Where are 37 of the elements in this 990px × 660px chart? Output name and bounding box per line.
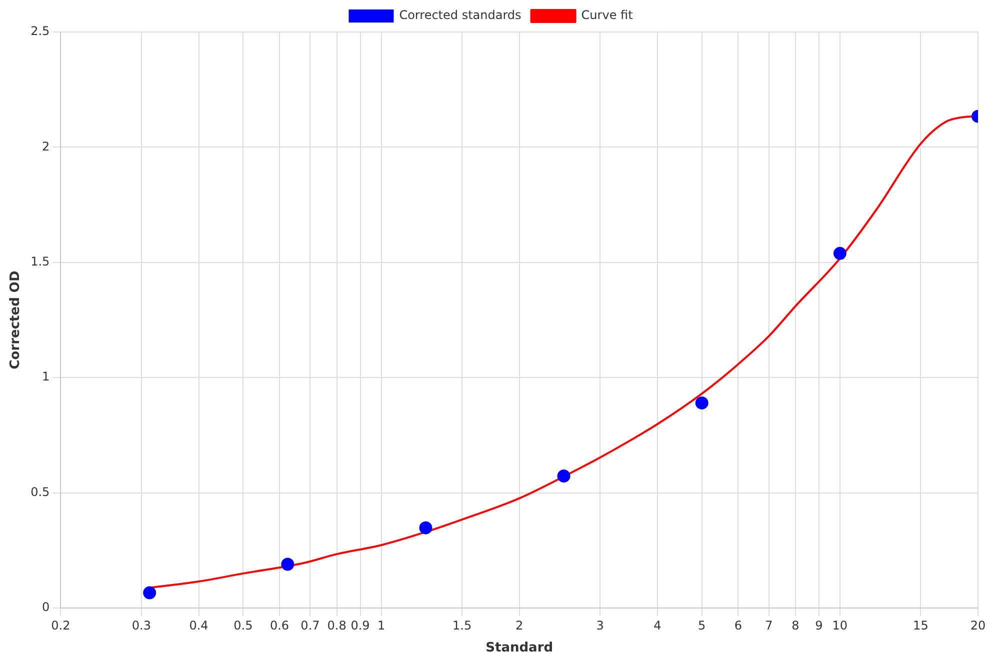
- x-tick-label: 20: [970, 618, 986, 632]
- x-tick-label: 10: [832, 618, 848, 632]
- x-tick-label: 0.8: [327, 618, 346, 632]
- x-tick-label: 4: [654, 618, 662, 632]
- x-tick-label: 9: [815, 618, 823, 632]
- x-tick-label: 0.4: [189, 618, 208, 632]
- x-tick-label: 0.3: [132, 618, 151, 632]
- legend-label: Corrected standards: [399, 8, 522, 22]
- x-tick-label: 5: [698, 618, 706, 632]
- x-tick-label: 15: [913, 618, 928, 632]
- x-tick-label: 1: [377, 618, 386, 632]
- x-tick-label: 6: [734, 618, 742, 632]
- y-tick-label: 1.5: [30, 254, 50, 269]
- x-tick-label: 0.9: [350, 618, 370, 632]
- x-tick-label: 0.2: [51, 618, 70, 632]
- x-tick-label: 3: [596, 618, 604, 632]
- x-tick-label: 0.5: [234, 618, 253, 632]
- x-tick-label: 8: [792, 618, 800, 632]
- point: [557, 469, 570, 482]
- point: [419, 521, 432, 534]
- y-tick-label: 1: [42, 370, 50, 384]
- x-axis-title: Standard: [486, 640, 554, 656]
- point: [833, 246, 846, 260]
- y-tick-label: 0.5: [30, 484, 50, 499]
- x-tick-label: 2: [516, 618, 524, 632]
- y-tick-label: 2: [42, 139, 50, 154]
- x-tick-label: 1.5: [452, 618, 472, 632]
- point: [695, 396, 708, 410]
- point: [281, 558, 294, 571]
- y-tick-label: 2.5: [30, 24, 50, 38]
- point: [143, 586, 156, 600]
- x-tick-label: 7: [765, 618, 773, 632]
- y-tick-label: 0: [42, 600, 50, 614]
- x-tick-label: 0.7: [300, 618, 320, 632]
- x-tick-label: 0.6: [270, 618, 290, 632]
- y-axis-title: Corrected OD: [8, 270, 24, 370]
- legend-label: Curve fit: [581, 8, 634, 22]
